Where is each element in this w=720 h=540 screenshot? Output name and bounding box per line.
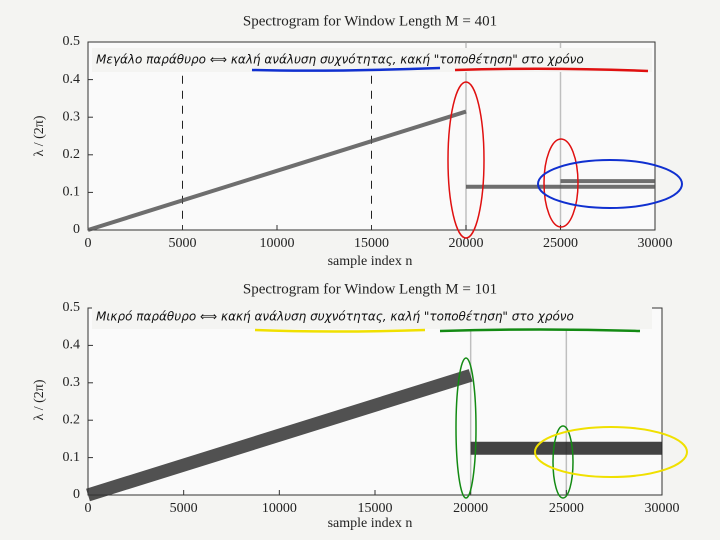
note-bg (92, 305, 652, 329)
hand-ellipse (455, 357, 477, 499)
y-tick-label: 0.2 (63, 147, 81, 162)
hand-ellipse (543, 138, 579, 228)
x-tick-label: 0 (85, 236, 92, 251)
y-tick-label: 0.5 (63, 300, 81, 315)
handwritten-note: Μικρό παράθυρο ⟺ κακή ανάλυση συχνότητας… (96, 310, 574, 324)
x-axis-label: sample index n (328, 516, 413, 531)
y-tick-label: 0.2 (63, 412, 81, 427)
spectral-line (87, 109, 467, 232)
handwritten-note: Μεγάλο παράθυρο ⟺ καλή ανάλυση συχνότητα… (96, 53, 584, 67)
y-tick-label: 0.4 (63, 338, 81, 353)
chart-title: Spectrogram for Window Length M = 401 (243, 13, 497, 29)
underline (251, 66, 441, 72)
x-tick-label: 20000 (453, 501, 488, 516)
y-tick-label: 0.5 (63, 34, 81, 49)
y-tick-label: 0.4 (63, 72, 81, 87)
hand-ellipse (447, 81, 485, 239)
underline (254, 328, 426, 333)
y-tick-label: 0 (73, 222, 80, 237)
hand-ellipse (552, 425, 574, 499)
underline (454, 67, 649, 73)
x-tick-label: 15000 (358, 501, 393, 516)
x-tick-label: 25000 (549, 501, 584, 516)
y-axis-label: λ / (2π) (32, 379, 47, 420)
y-tick-label: 0.3 (63, 375, 81, 390)
x-tick-label: 0 (85, 501, 92, 516)
plots: 0 5000 10000 15000 20000 25000 30000 0 0.1 0.2 0.3… (63, 34, 680, 516)
x-tick-label: 10000 (262, 501, 297, 516)
x-tick-label: 5000 (170, 501, 198, 516)
x-tick-label: 30000 (645, 501, 680, 516)
chart-title: Spectrogram for Window Length M = 101 (243, 281, 497, 297)
y-axis-label: λ / (2π) (32, 115, 47, 156)
hand-ellipse (534, 426, 688, 478)
x-tick-label: 20000 (449, 236, 484, 251)
y-tick-label: 0.1 (63, 185, 81, 200)
y-tick-label: 0.3 (63, 109, 81, 124)
x-tick-label: 5000 (169, 236, 197, 251)
hand-ellipse (537, 159, 683, 209)
x-tick-label: 30000 (638, 236, 673, 251)
x-tick-label: 10000 (260, 236, 295, 251)
y-tick-label: 0.1 (63, 450, 81, 465)
x-axis-label: sample index n (328, 254, 413, 269)
x-tick-label: 15000 (354, 236, 389, 251)
x-tick-label: 25000 (543, 236, 578, 251)
underline (439, 328, 641, 333)
y-tick-label: 0 (73, 487, 80, 502)
spectral-line (86, 369, 473, 502)
